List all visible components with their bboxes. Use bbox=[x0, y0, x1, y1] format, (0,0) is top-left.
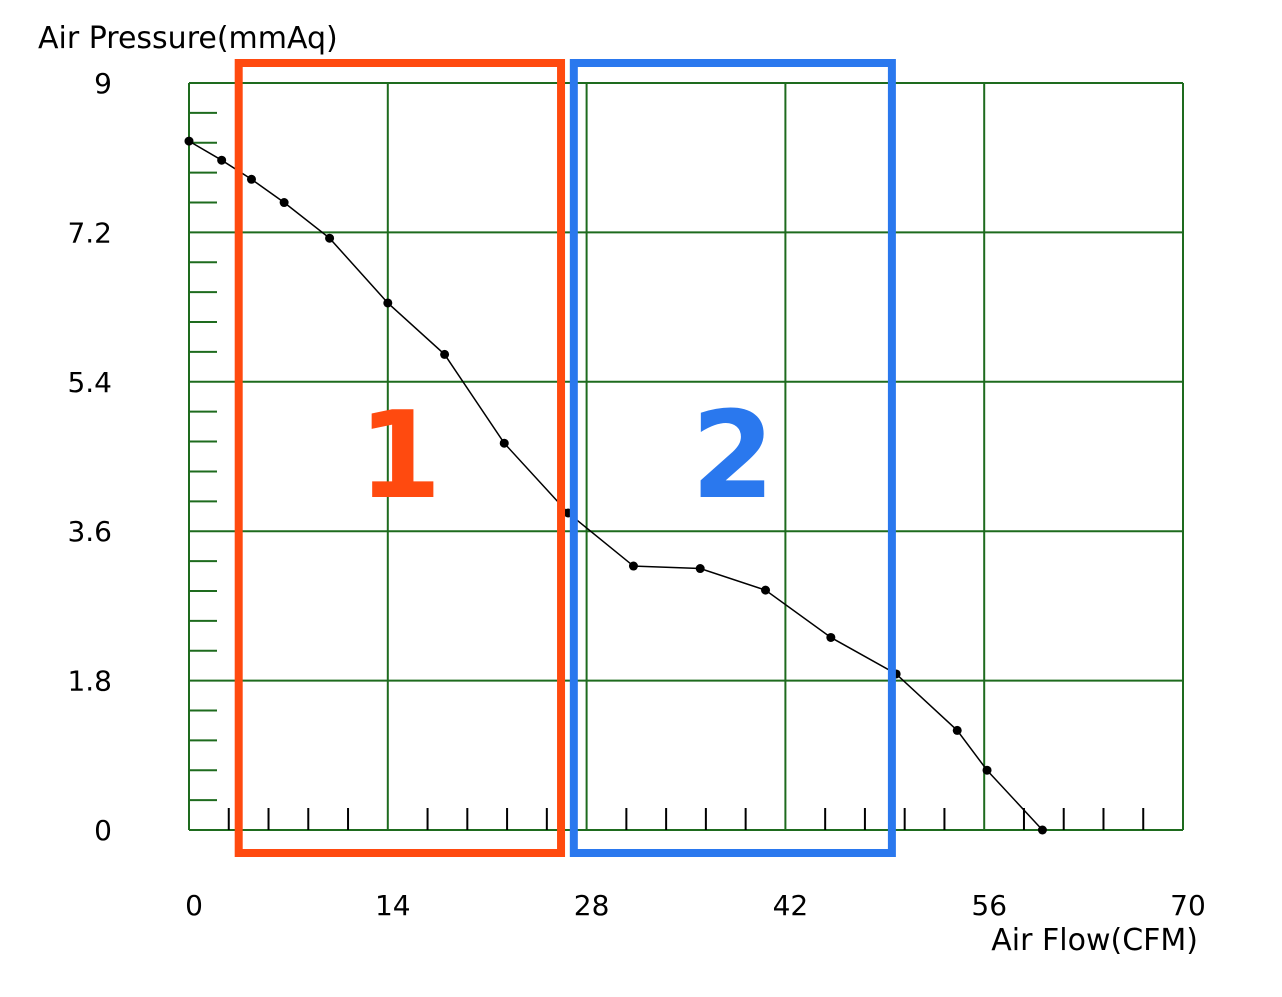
x-axis-label: Air Flow(CFM) bbox=[991, 923, 1198, 958]
x-tick-label: 56 bbox=[971, 889, 1007, 922]
data-point bbox=[383, 298, 393, 308]
highlight-box-2 bbox=[569, 59, 896, 857]
y-tick-label: 3.6 bbox=[67, 515, 112, 548]
y-axis-label: Air Pressure(mmAq) bbox=[38, 21, 338, 56]
x-tick-label: 14 bbox=[375, 889, 411, 922]
y-tick-label: 7.2 bbox=[67, 216, 112, 249]
data-point bbox=[279, 198, 289, 208]
y-tick-label: 1.8 bbox=[67, 665, 112, 698]
x-tick-label: 28 bbox=[574, 889, 610, 922]
data-point bbox=[761, 585, 771, 595]
y-tick-label: 5.4 bbox=[67, 366, 112, 399]
data-point bbox=[184, 136, 194, 146]
data-point bbox=[952, 725, 962, 735]
data-point bbox=[499, 438, 509, 448]
data-point bbox=[695, 564, 705, 574]
y-tick-label: 9 bbox=[94, 67, 112, 100]
data-point bbox=[628, 561, 638, 571]
data-point bbox=[325, 233, 335, 243]
highlight-label-1: 1 bbox=[358, 387, 442, 526]
tick-label-layer: 0 14 28 42 56 70 9 7.2 5.4 3.6 1.8 0 bbox=[67, 67, 1205, 922]
data-point bbox=[217, 155, 227, 165]
highlight-box-1 bbox=[234, 59, 566, 857]
grid-layer bbox=[188, 82, 1184, 831]
data-point bbox=[982, 765, 992, 775]
highlight-label-2: 2 bbox=[691, 387, 775, 526]
y-tick-label: 0 bbox=[94, 814, 112, 847]
series-layer bbox=[184, 136, 1047, 835]
data-point bbox=[440, 349, 450, 359]
x-tick-label: 42 bbox=[773, 889, 809, 922]
x-tick-label: 70 bbox=[1170, 889, 1206, 922]
x-tick-label: 0 bbox=[185, 889, 203, 922]
data-point bbox=[1037, 825, 1047, 835]
minor-tick-layer bbox=[189, 111, 1145, 830]
series-line bbox=[188, 140, 1043, 831]
data-point bbox=[826, 632, 836, 642]
data-point bbox=[246, 174, 256, 184]
